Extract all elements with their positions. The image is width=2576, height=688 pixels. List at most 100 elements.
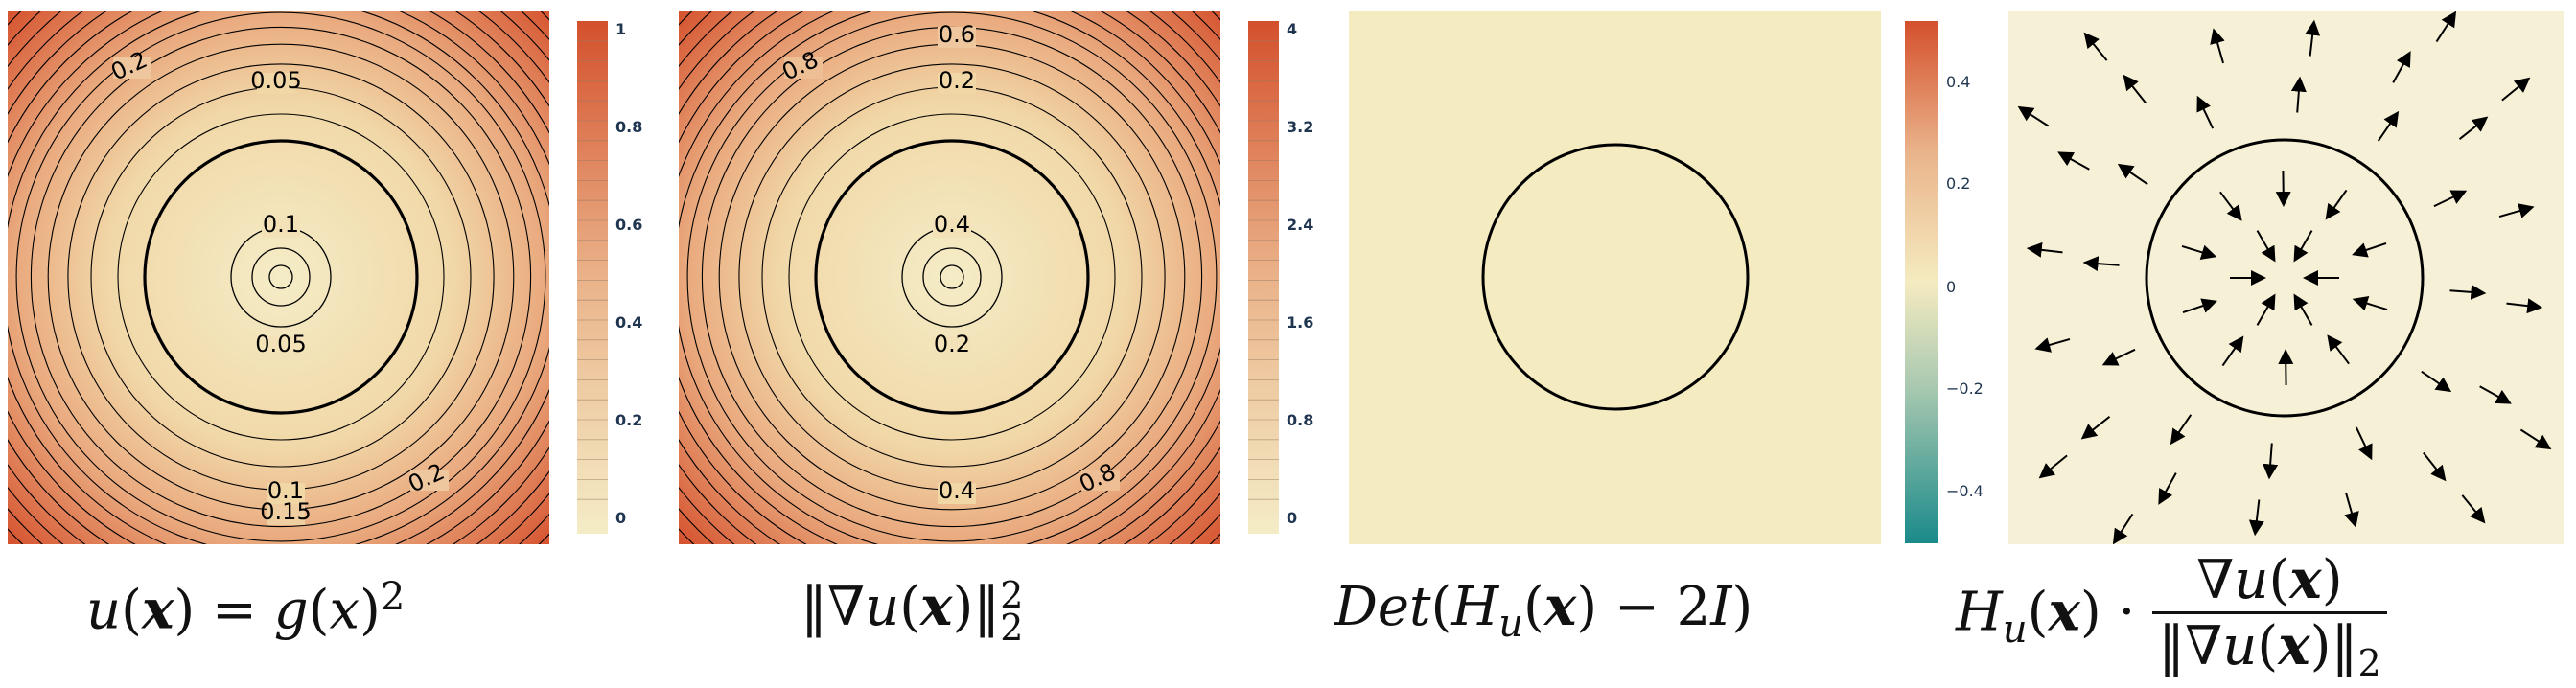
vector-arrow — [2392, 51, 2411, 83]
heatmap-u: 0.2 0.05 0.1 0.05 0.1 0.15 0.2 — [8, 11, 549, 544]
colorbar-tick: −0.2 — [1946, 379, 1984, 398]
vector-arrow — [2158, 472, 2177, 505]
vector-arrow — [2421, 370, 2452, 393]
vector-arrow — [2377, 110, 2400, 142]
colorbar-u — [577, 21, 615, 534]
colorbar-tick: 1 — [615, 20, 627, 38]
grad-contour-plot: 0.60.8 0.20.40.20.4 0.8 — [679, 11, 1220, 544]
vector-arrow — [2479, 385, 2512, 404]
vector-arrow — [2057, 151, 2090, 171]
colorbar-tick: 4 — [1287, 20, 1298, 38]
colorbar-tick: −0.4 — [1946, 482, 1984, 500]
contour-label: 0.05 — [250, 67, 301, 94]
heatmap-grad-norm: 0.6 0.8 0.2 0.4 0.2 0.4 0.8 — [679, 11, 1220, 544]
colorbar-grad — [1248, 21, 1287, 534]
vector-arrow — [2344, 492, 2359, 528]
contour-line — [686, 11, 1218, 542]
fraction: ∇u(x) ‖∇u(x)‖2 — [2152, 548, 2387, 684]
vector-arrow — [2290, 76, 2307, 113]
vector-arrow — [2182, 298, 2217, 314]
vector-arrow — [2506, 298, 2543, 314]
colorbar-det-gradient — [1905, 21, 1938, 543]
vector-arrow — [2196, 95, 2215, 129]
vector-arrow — [2256, 230, 2276, 263]
contour-line — [117, 113, 445, 441]
contour-label: 0.1 — [267, 477, 304, 504]
contour-label: 0.2 — [934, 331, 970, 357]
vector-arrow — [2080, 416, 2111, 440]
contour-line — [268, 264, 293, 289]
formula-grad: ‖∇u(x)‖ 2 2 — [801, 573, 1024, 649]
vector-arrow — [2352, 295, 2388, 311]
vector-arrow — [2123, 74, 2147, 104]
vector-arrow — [2423, 451, 2447, 482]
vector-arrow — [2082, 256, 2120, 272]
vector-arrow — [2210, 28, 2225, 64]
det-plot — [1349, 11, 1881, 544]
contour-line — [15, 11, 546, 542]
vector-arrow — [2293, 293, 2313, 326]
contour-line — [251, 247, 311, 307]
vector-arrow — [2181, 244, 2217, 261]
vector-arrow — [2355, 426, 2373, 461]
colorbar-grad-gradient — [1248, 21, 1279, 534]
unit-circle — [814, 139, 1090, 415]
formula-field: Hu(x) · ∇u(x) ‖∇u(x)‖2 — [1956, 548, 2387, 684]
colorbar-tick: 0 — [1946, 278, 1957, 296]
vector-arrow — [2435, 11, 2457, 43]
contour-label: 0.15 — [260, 498, 311, 525]
colorbar-u-gradient — [577, 21, 608, 534]
vector-arrow — [2026, 241, 2063, 258]
vector-arrow — [2112, 513, 2134, 544]
colorbar-tick: 1.6 — [1287, 313, 1314, 332]
vector-arrow — [2449, 284, 2487, 300]
vector-arrow — [2433, 190, 2468, 208]
vector-arrow — [2458, 116, 2489, 140]
vector-arrow — [2117, 163, 2148, 186]
vector-arrow — [2352, 241, 2387, 258]
colorbar-det — [1905, 21, 1943, 543]
colorbar-tick: 0.4 — [615, 313, 643, 332]
unit-circle — [143, 139, 419, 415]
unit-circle — [1481, 143, 1750, 411]
vector-arrow — [2219, 191, 2242, 221]
colorbar-tick: 0.6 — [615, 216, 643, 234]
vector-arrow — [2017, 105, 2050, 127]
contour-line — [30, 26, 532, 528]
colorbar-tick: 0.8 — [1287, 411, 1314, 429]
vector-arrow — [2101, 348, 2136, 366]
contour-label: 0.2 — [939, 67, 975, 94]
vector-arrow — [2256, 293, 2276, 326]
colorbar-tick: 3.2 — [1287, 118, 1314, 136]
formula-u: u(x) = g(x)2 — [86, 575, 406, 642]
contour-label: 0.6 — [939, 21, 975, 48]
vector-arrow — [2325, 189, 2348, 220]
vector-arrow — [2498, 203, 2535, 218]
vector-arrow — [2170, 414, 2193, 446]
vector-arrow — [2248, 499, 2264, 537]
contour-line — [940, 264, 964, 289]
vector-arrow — [2501, 77, 2531, 102]
contour-label: 0.05 — [255, 331, 306, 357]
vector-field — [2008, 11, 2564, 544]
vector-arrow — [2305, 19, 2321, 57]
contour-label: 0.1 — [263, 211, 299, 238]
vector-arrow — [2083, 32, 2108, 61]
colorbar-tick: 0.4 — [1946, 73, 1971, 91]
colorbar-tick: 0.8 — [615, 118, 643, 136]
contour-line — [788, 113, 1116, 441]
colorbar-tick: 2.4 — [1287, 216, 1314, 234]
formula-det: Det(Hu(x) − 2I) — [1334, 575, 1753, 647]
contour-label: 0.4 — [934, 211, 970, 238]
vector-arrow — [2327, 334, 2350, 365]
unit-circle — [2145, 138, 2425, 418]
contour-label: 0.4 — [939, 477, 975, 504]
colorbar-tick: 0 — [1287, 509, 1298, 527]
vector-arrow — [2293, 230, 2313, 263]
vector-arrow — [2038, 454, 2068, 479]
vector-arrow — [2519, 428, 2552, 450]
contour-line — [922, 247, 982, 307]
vector-field-plot — [2008, 11, 2564, 544]
u-contour-plot: 0.2 0.050.10.050.10.150.2 — [8, 11, 549, 544]
heatmap-det — [1349, 11, 1881, 544]
